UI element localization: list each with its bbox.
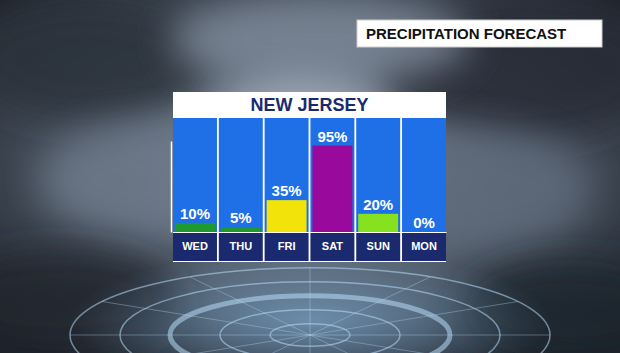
radar-spoke [310,277,430,335]
data-label: 10% [180,205,210,222]
radar-spoke [310,335,311,353]
data-label: 0% [413,214,435,231]
data-label: 20% [363,196,393,213]
bars [175,146,398,232]
bar [404,232,444,233]
x-tick-label: SAT [322,240,343,252]
x-axis-line [174,232,447,233]
column-background [402,118,446,232]
title: PRECIPITATION FORECAST [366,25,566,42]
subtitle-box [173,92,446,117]
x-tick: WED [182,232,208,252]
radar-spoke [310,335,430,353]
bar [267,200,307,232]
y-axis-line [171,142,173,233]
radar-spoke [310,268,311,335]
column-background [265,118,309,232]
radar-spoke [70,335,310,336]
title-box [357,20,602,47]
x-tick-label: SUN [367,240,390,252]
column-background [219,118,263,232]
label-band [310,233,354,261]
column-background [173,118,217,232]
label-band [402,233,446,261]
x-tick-label: THU [229,240,252,252]
label-band [173,233,217,261]
x-tick-label: FRI [278,240,296,252]
x-tick: FRI [278,232,296,252]
bar [358,214,398,232]
x-tick: SUN [367,232,390,252]
label-band [356,233,400,261]
label-band [265,233,309,261]
label-band [219,233,263,261]
columns [173,118,446,261]
radar-spoke [102,335,310,353]
bar [221,227,261,232]
radar-spoke [310,302,518,336]
column-background [356,118,400,232]
x-tick: SAT [322,232,343,252]
radar-spoke [190,277,310,335]
x-axis: WED THU FRI SAT SUN MON [174,232,447,252]
x-tick-label: MON [411,240,437,252]
subtitle: NEW JERSEY [250,95,368,115]
bar [175,223,215,232]
data-label: 95% [317,128,347,145]
bar [312,146,352,232]
background [0,0,620,353]
chart: PRECIPITATION FORECAST NEW JERSEY 10% 5% 35%… [0,0,620,353]
panel-frame [173,117,446,262]
data-label: 5% [230,209,252,226]
x-tick-label: WED [182,240,208,252]
radar-spoke [102,302,310,336]
data-labels: 10% 5% 35% 95% 20% 0% [180,128,435,231]
radar-spoke [310,335,550,336]
x-tick: THU [229,232,252,252]
data-label: 35% [272,182,302,199]
column-background [310,118,354,232]
radar-ring [70,268,550,353]
x-tick: MON [411,232,437,252]
y-axis [171,142,172,233]
